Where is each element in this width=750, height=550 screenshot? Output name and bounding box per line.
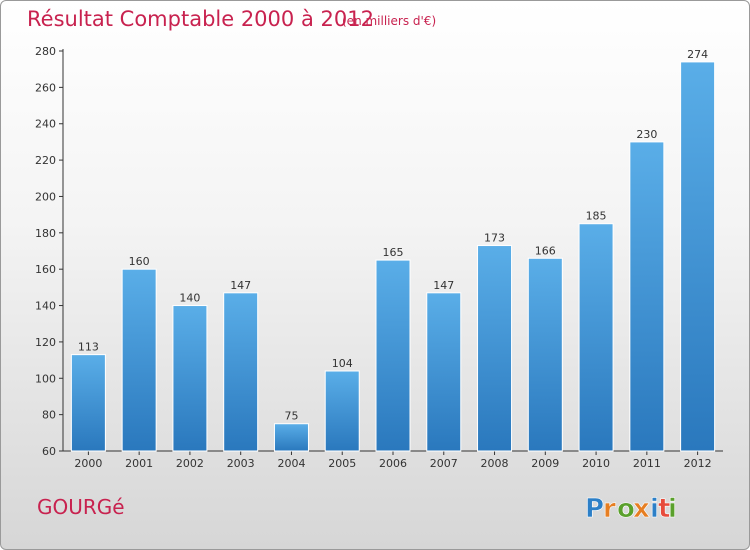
y-tick-label: 100: [35, 372, 56, 385]
logo-letter: x: [633, 494, 650, 524]
logo-letter: r: [603, 494, 616, 524]
bar-2009: [527, 257, 563, 452]
x-tick-label-2000: 2000: [74, 457, 102, 470]
chart-title: Résultat Comptable 2000 à 2012: [27, 7, 374, 31]
bar-2010: [578, 223, 614, 452]
y-tick-label: 60: [42, 445, 56, 458]
data-label-2011: 230: [636, 128, 657, 141]
x-tick-label-2008: 2008: [481, 457, 509, 470]
data-label-2000: 113: [78, 341, 99, 354]
data-label-2009: 166: [535, 244, 556, 257]
logo-letter: i: [668, 494, 677, 524]
bar-2005: [324, 370, 360, 452]
bar-2007: [426, 292, 462, 452]
x-tick-label-2007: 2007: [430, 457, 458, 470]
y-tick-label: 180: [35, 227, 56, 240]
bar-2002: [172, 305, 208, 452]
bar-2012: [680, 61, 716, 452]
x-tick-label-2009: 2009: [531, 457, 559, 470]
logo-letter: t: [658, 494, 670, 524]
data-label-2008: 173: [484, 232, 505, 245]
x-tick-label-2010: 2010: [582, 457, 610, 470]
y-tick-label: 260: [35, 81, 56, 94]
data-label-2003: 147: [230, 279, 251, 292]
y-tick-label: 120: [35, 336, 56, 349]
x-tick-label-2012: 2012: [684, 457, 712, 470]
x-tick-label-2004: 2004: [277, 457, 305, 470]
y-tick-label: 240: [35, 118, 56, 131]
chart-subtitle: (en milliers d'€): [342, 14, 437, 28]
data-label-2002: 140: [179, 292, 200, 305]
y-tick-label: 200: [35, 190, 56, 203]
data-label-2010: 185: [586, 210, 607, 223]
x-tick-label-2003: 2003: [227, 457, 255, 470]
bar-2003: [223, 292, 259, 452]
x-tick-label-2001: 2001: [125, 457, 153, 470]
data-label-2005: 104: [332, 357, 353, 370]
data-label-2012: 274: [687, 48, 708, 61]
bar-2001: [121, 268, 157, 452]
x-tick-label-2002: 2002: [176, 457, 204, 470]
logo-letter: P: [585, 494, 604, 524]
proxiti-logo: Pr ox i ti: [585, 494, 678, 525]
bar-2011: [629, 141, 665, 452]
y-tick-label: 140: [35, 300, 56, 313]
y-tick-label: 80: [42, 409, 56, 422]
x-tick-label-2011: 2011: [633, 457, 661, 470]
bar-2000: [70, 354, 106, 452]
place-name: GOURGé: [37, 495, 125, 519]
logo-letter: o: [617, 494, 635, 524]
y-tick-label: 160: [35, 263, 56, 276]
bar-2004: [273, 423, 309, 452]
data-label-2001: 160: [129, 255, 150, 268]
y-tick-label: 280: [35, 45, 56, 58]
bar-2008: [477, 245, 513, 452]
y-tick-label: 220: [35, 154, 56, 167]
x-tick-label-2006: 2006: [379, 457, 407, 470]
x-tick-label-2005: 2005: [328, 457, 356, 470]
data-label-2007: 147: [433, 279, 454, 292]
data-label-2006: 165: [383, 246, 404, 259]
logo-letter: i: [650, 494, 659, 524]
data-label-2004: 75: [284, 410, 298, 423]
bar-2006: [375, 259, 411, 452]
